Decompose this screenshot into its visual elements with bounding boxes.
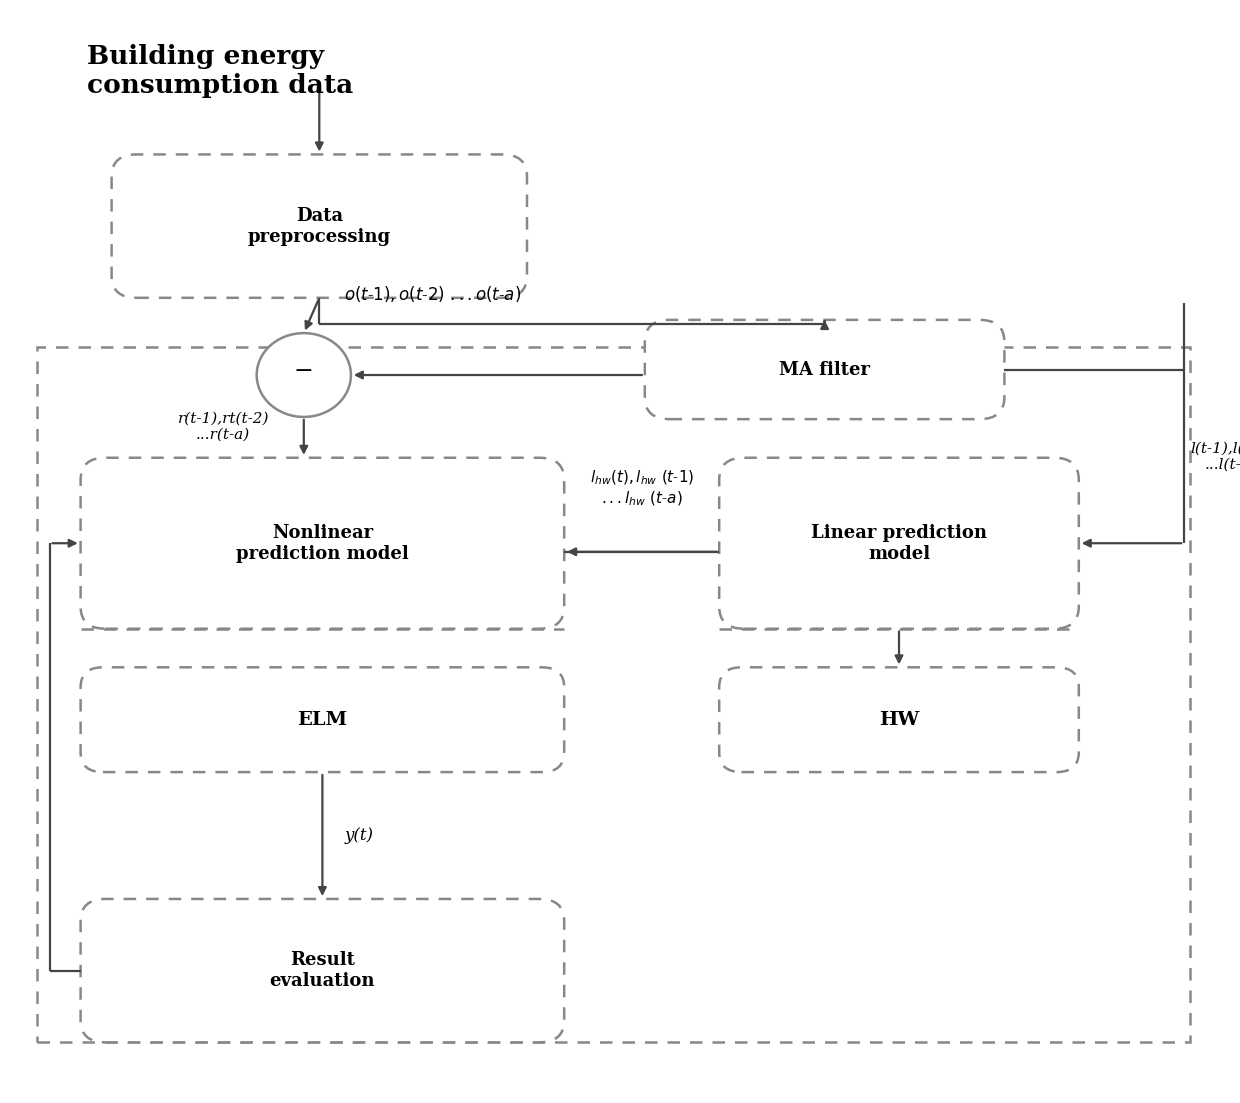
FancyBboxPatch shape: [81, 458, 564, 629]
FancyBboxPatch shape: [81, 667, 564, 772]
Text: Linear prediction
model: Linear prediction model: [811, 524, 987, 563]
Text: $o(t$-$1),o(t$-$2)\ ...o(t$-$a)$: $o(t$-$1),o(t$-$2)\ ...o(t$-$a)$: [345, 285, 521, 304]
Text: HW: HW: [879, 710, 919, 729]
Circle shape: [257, 333, 351, 417]
Text: y(t): y(t): [345, 827, 373, 844]
Text: Data
preprocessing: Data preprocessing: [248, 206, 391, 246]
FancyBboxPatch shape: [645, 320, 1004, 419]
Text: Building energy
consumption data: Building energy consumption data: [87, 44, 353, 98]
Text: l(t-1),l(t-2)
...l(t-a): l(t-1),l(t-2) ...l(t-a): [1190, 441, 1240, 471]
Text: ELM: ELM: [298, 710, 347, 729]
FancyBboxPatch shape: [719, 667, 1079, 772]
FancyBboxPatch shape: [112, 154, 527, 298]
Text: Result
evaluation: Result evaluation: [269, 951, 376, 990]
Text: Nonlinear
prediction model: Nonlinear prediction model: [236, 524, 409, 563]
FancyBboxPatch shape: [81, 899, 564, 1042]
Text: $l_{hw}(t),l_{hw}\ (t$-$1)$
$...l_{hw}\ (t$-$a)$: $l_{hw}(t),l_{hw}\ (t$-$1)$ $...l_{hw}\ …: [589, 468, 694, 507]
FancyBboxPatch shape: [719, 458, 1079, 629]
Text: MA filter: MA filter: [779, 361, 870, 378]
Text: r(t-1),rt(t-2)
...r(t-a): r(t-1),rt(t-2) ...r(t-a): [177, 411, 269, 441]
Text: −: −: [294, 361, 314, 383]
